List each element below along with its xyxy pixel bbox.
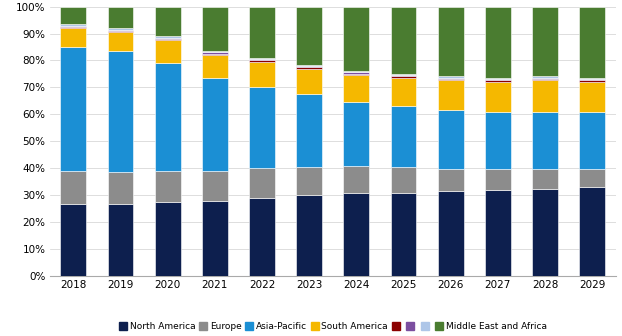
Bar (108, 31, 134, 32)
Bar (391, 167, 417, 193)
Bar (155, 40, 180, 63)
Bar (202, 52, 228, 53)
Bar (532, 169, 558, 188)
Bar (391, 76, 417, 78)
Bar (438, 80, 463, 110)
Bar (296, 167, 322, 195)
Bar (485, 82, 511, 112)
Bar (155, 202, 180, 276)
Bar (485, 79, 511, 80)
Bar (296, 67, 322, 69)
Bar (202, 53, 228, 55)
Bar (579, 112, 605, 169)
Bar (343, 166, 369, 193)
Bar (155, 39, 180, 40)
Bar (108, 30, 134, 31)
Bar (249, 7, 275, 58)
Bar (391, 193, 417, 276)
Bar (579, 169, 605, 187)
Bar (296, 195, 322, 276)
Bar (249, 60, 275, 62)
Bar (296, 65, 322, 66)
Bar (108, 172, 134, 204)
Bar (60, 24, 86, 26)
Bar (343, 71, 369, 72)
Bar (343, 72, 369, 74)
Bar (485, 169, 511, 190)
Bar (438, 169, 463, 191)
Bar (391, 74, 417, 75)
Bar (155, 63, 180, 171)
Bar (155, 171, 180, 202)
Bar (532, 112, 558, 169)
Bar (155, 36, 180, 38)
Bar (532, 78, 558, 79)
Bar (343, 75, 369, 102)
Bar (532, 188, 558, 276)
Bar (60, 26, 86, 27)
Bar (343, 7, 369, 71)
Bar (202, 55, 228, 78)
Bar (60, 27, 86, 28)
Bar (249, 198, 275, 276)
Bar (391, 75, 417, 76)
Bar (438, 76, 463, 78)
Bar (438, 78, 463, 79)
Bar (343, 102, 369, 166)
Bar (60, 47, 86, 171)
Bar (296, 7, 322, 65)
Bar (438, 191, 463, 276)
Bar (485, 78, 511, 79)
Bar (532, 76, 558, 78)
Bar (60, 171, 86, 204)
Bar (155, 38, 180, 39)
Bar (249, 62, 275, 87)
Bar (155, 7, 180, 36)
Bar (249, 59, 275, 60)
Bar (579, 78, 605, 79)
Bar (579, 79, 605, 80)
Bar (343, 74, 369, 75)
Bar (579, 82, 605, 112)
Bar (108, 7, 134, 28)
Bar (296, 69, 322, 94)
Bar (579, 187, 605, 276)
Bar (485, 190, 511, 276)
Bar (202, 78, 228, 171)
Bar (108, 51, 134, 172)
Bar (485, 80, 511, 82)
Bar (532, 7, 558, 76)
Bar (391, 106, 417, 167)
Bar (532, 79, 558, 80)
Bar (391, 78, 417, 106)
Bar (438, 110, 463, 169)
Bar (485, 7, 511, 78)
Bar (579, 80, 605, 82)
Bar (249, 168, 275, 198)
Bar (202, 171, 228, 201)
Bar (343, 193, 369, 276)
Bar (438, 7, 463, 76)
Bar (202, 201, 228, 276)
Bar (391, 7, 417, 74)
Bar (438, 79, 463, 80)
Bar (249, 87, 275, 168)
Bar (108, 28, 134, 30)
Bar (108, 32, 134, 51)
Legend: North America, Europe, Asia-Pacific, South America, , , , Middle East and Africa: North America, Europe, Asia-Pacific, Sou… (117, 320, 549, 333)
Bar (249, 58, 275, 59)
Bar (60, 204, 86, 276)
Bar (532, 80, 558, 112)
Bar (296, 94, 322, 167)
Bar (202, 7, 228, 51)
Bar (60, 28, 86, 47)
Bar (60, 7, 86, 24)
Bar (108, 204, 134, 276)
Bar (579, 7, 605, 78)
Bar (485, 112, 511, 169)
Bar (202, 51, 228, 52)
Bar (296, 66, 322, 67)
